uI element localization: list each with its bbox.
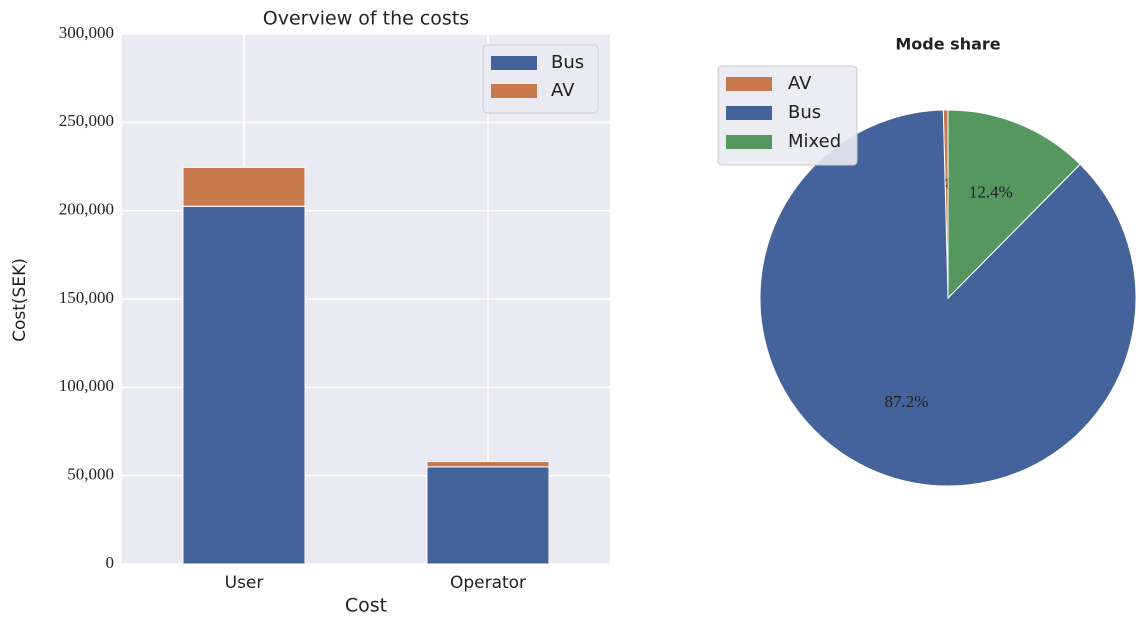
legend-label: AV xyxy=(551,80,575,101)
y-axis-label: Cost(SEK) xyxy=(10,258,30,342)
y-tick-label: 200,000 xyxy=(59,200,114,219)
legend-swatch xyxy=(726,135,772,149)
legend-swatch xyxy=(491,56,537,70)
bar-segment xyxy=(426,466,550,565)
y-tick-label: 0 xyxy=(106,553,115,572)
y-tick-label: 150,000 xyxy=(59,288,114,307)
bar-title: Overview of the costs xyxy=(263,8,469,30)
legend-swatch xyxy=(726,106,772,120)
bar-segment xyxy=(182,166,306,207)
legend-label: Bus xyxy=(551,52,584,73)
legend-swatch xyxy=(491,84,537,98)
bar-segment xyxy=(426,461,550,468)
pie-label: 87.2% xyxy=(885,392,929,411)
x-tick-label: User xyxy=(225,573,264,593)
pie-label: 12.4% xyxy=(969,183,1013,202)
legend-swatch xyxy=(726,77,772,91)
bar-segment xyxy=(182,205,306,565)
pie-title: Mode share xyxy=(895,35,1000,54)
y-tick-label: 100,000 xyxy=(59,376,114,395)
y-tick-label: 250,000 xyxy=(59,111,114,130)
x-tick-label: Operator xyxy=(450,573,526,593)
y-tick-label: 50,000 xyxy=(67,465,114,484)
y-tick-label: 300,000 xyxy=(59,23,114,42)
x-axis-label: Cost xyxy=(345,595,387,617)
pie-slice xyxy=(947,109,1081,300)
legend-label: AV xyxy=(788,73,812,94)
legend-label: Mixed xyxy=(788,131,841,152)
legend-label: Bus xyxy=(788,102,821,123)
